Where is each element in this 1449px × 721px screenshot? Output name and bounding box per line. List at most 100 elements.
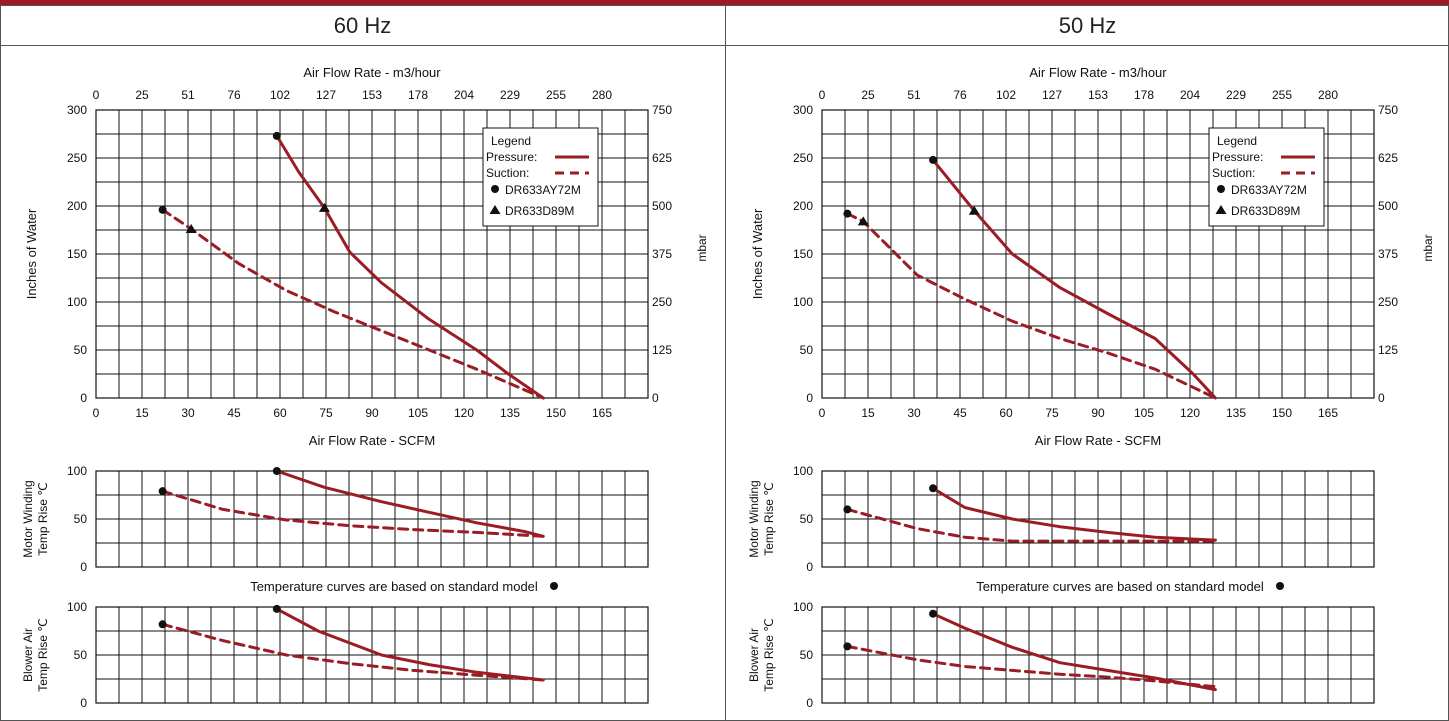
motor-winding-pressure-curve [931,486,1217,542]
y2-tick-label: 250 [1378,295,1398,309]
legend-pressure-label: Pressure: [486,150,537,164]
y2-tick-label: 750 [652,103,672,117]
blower-air-label-line2: Temp Rise ℃ [36,618,50,692]
x-tick-label: 15 [135,406,149,420]
motor-winding-suction-curve [161,489,545,538]
x-tick-label: 150 [1272,406,1292,420]
x2-tick-label: 102 [996,88,1016,102]
y-tick-label: 250 [67,151,87,165]
x2-tick-label: 280 [592,88,612,102]
x2-tick-label: 102 [270,88,290,102]
blower-air-y-tick-label: 50 [74,648,88,662]
pressure-grid [821,109,1375,399]
y2-tick-label: 750 [1378,103,1398,117]
x2-tick-label: 255 [1272,88,1292,102]
y-tick-label: 300 [793,103,813,117]
y-tick-label: 100 [67,295,87,309]
y2-tick-label: 500 [1378,199,1398,213]
y-tick-label: 200 [793,199,813,213]
x2-tick-label: 153 [362,88,382,102]
legend-box [1208,127,1325,227]
legend-title: Legend [491,134,531,148]
blower-air-y-tick-label: 100 [793,600,813,614]
legend-circle-icon [1217,185,1225,193]
legend-marker1-label: DR633AY72M [1231,183,1307,197]
x-tick-label: 60 [999,406,1013,420]
y2-axis-label: mbar [695,234,709,261]
blower-air-marker [843,642,852,651]
x-tick-label: 150 [546,406,566,420]
legend-title: Legend [1217,134,1257,148]
dr633ay72m-marker [272,131,281,140]
x2-tick-label: 76 [953,88,967,102]
x2-tick-label: 178 [1134,88,1154,102]
blower-air-grid [821,606,1375,704]
chart-60hz: Air Flow Rate - m3/hour 0 25 51 76 102 127 153 1… [21,65,709,710]
blower-air-label-line1: Blower Air [21,628,35,682]
y2-tick-label: 375 [652,247,672,261]
y-tick-label: 150 [67,247,87,261]
y2-tick-label: 0 [1378,391,1385,405]
blower-air-label-line2: Temp Rise ℃ [762,618,776,692]
temperature-note: Temperature curves are based on standard… [976,579,1264,594]
dr633ay72m-marker [843,209,852,218]
legend-circle-icon [491,185,499,193]
x2-tick-label: 76 [227,88,241,102]
y-tick-label: 150 [793,247,813,261]
x2-tick-label: 204 [1180,88,1200,102]
x-tick-label: 60 [273,406,287,420]
x-tick-label: 105 [1134,406,1154,420]
x2-tick-label: 0 [93,88,100,102]
blower-air-y-tick-label: 0 [80,696,87,710]
x-tick-label: 0 [93,406,100,420]
blower-air-suction-curve [161,622,545,682]
legend-suction-label: Suction: [1212,166,1255,180]
y2-tick-label: 250 [652,295,672,309]
x-tick-label: 75 [1045,406,1059,420]
dr633d89m-marker [318,202,330,212]
suction-curve [845,212,1217,400]
motor-winding-y-tick-label: 0 [80,560,87,574]
y2-tick-label: 375 [1378,247,1398,261]
x2-tick-label: 127 [1042,88,1062,102]
motor-winding-label-line2: Temp Rise ℃ [762,482,776,556]
legend: Legend Pressure: Suction: DR633AY72M DR633D8… [482,127,599,227]
legend-marker1-label: DR633AY72M [505,183,581,197]
motor-winding-grid [95,470,649,568]
y2-tick-label: 125 [1378,343,1398,357]
top-accent-bar [0,0,1449,5]
x-axis-label: Air Flow Rate - SCFM [309,433,435,448]
legend: Legend Pressure: Suction: DR633AY72M DR633D8… [1208,127,1325,227]
x-tick-label: 105 [408,406,428,420]
y-tick-label: 100 [793,295,813,309]
x-tick-label: 165 [1318,406,1338,420]
blower-air-pressure-curve [275,607,545,682]
pressure-curve [931,158,1217,400]
header-divider [0,45,1449,46]
y2-tick-label: 0 [652,391,659,405]
x2-tick-label: 280 [1318,88,1338,102]
blower-air-pressure-curve [931,612,1217,692]
y-tick-label: 50 [74,343,88,357]
x2-tick-label: 229 [1226,88,1246,102]
note-circle-icon [1276,582,1284,590]
legend-pressure-label: Pressure: [1212,150,1263,164]
y2-axis-label: mbar [1421,234,1435,261]
panel-title-50hz: 50 Hz [1058,13,1117,38]
x-tick-label: 45 [953,406,967,420]
x2-tick-label: 153 [1088,88,1108,102]
x2-axis-label: Air Flow Rate - m3/hour [1029,65,1167,80]
x2-tick-label: 229 [500,88,520,102]
panel-divider [725,5,726,721]
x-tick-label: 45 [227,406,241,420]
y-axis-label: Inches of Water [24,208,39,299]
legend-triangle-icon [1215,205,1227,214]
y2-tick-label: 125 [652,343,672,357]
motor-winding-marker [272,467,281,475]
blower-air-y-tick-label: 0 [806,696,813,710]
y-tick-label: 250 [793,151,813,165]
blower-air-y-tick-label: 100 [67,600,87,614]
motor-winding-pressure-curve [275,469,545,538]
dr633d89m-marker [857,216,869,226]
motor-winding-grid [821,470,1375,568]
